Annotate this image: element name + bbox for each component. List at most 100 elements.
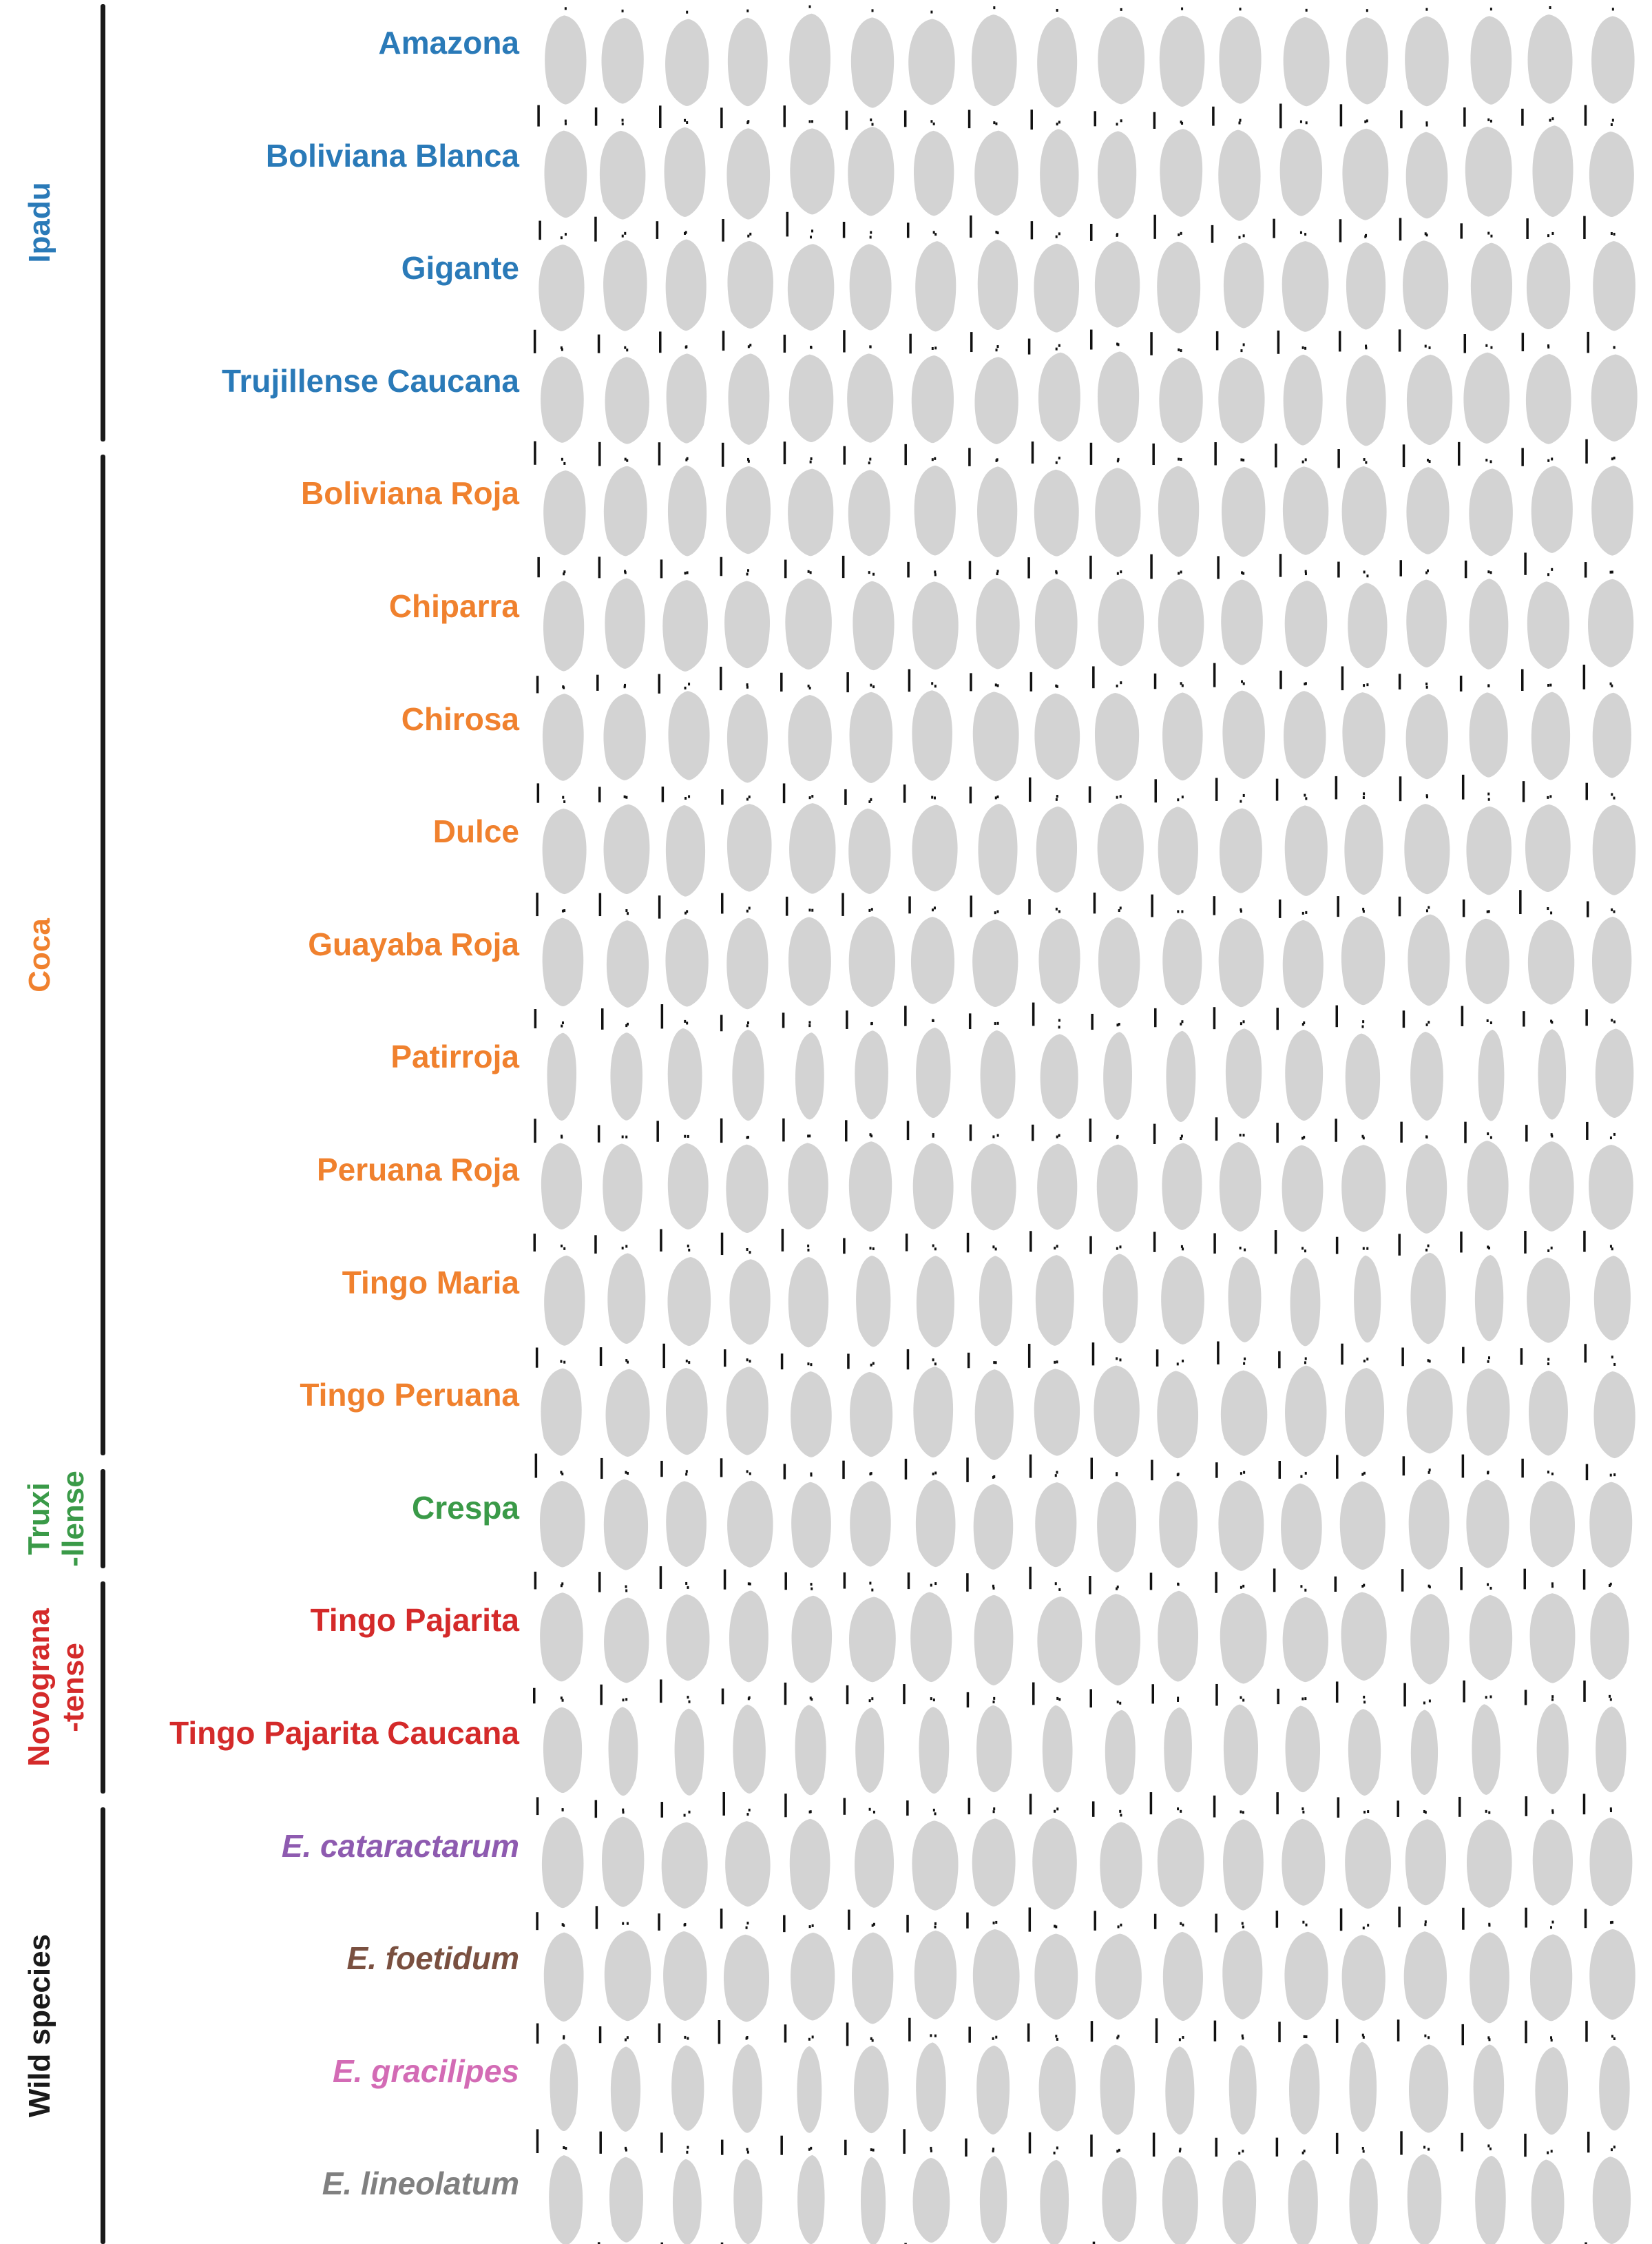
leaf-base-marker (808, 796, 811, 800)
leaf-shape (1040, 1034, 1078, 1119)
scale-bar (1462, 1907, 1465, 1930)
leaf-tip-marker (626, 1922, 629, 1925)
leaf-shape (1282, 920, 1324, 1008)
leaf-base-marker (1547, 1358, 1550, 1361)
leaf-shape (912, 2157, 950, 2243)
leaf-tip-marker (1551, 1585, 1554, 1588)
leaf-shape (1159, 357, 1203, 444)
leaf-shape (788, 917, 831, 1006)
leaf-tip-marker (1305, 1923, 1308, 1926)
leaf-base-marker (1362, 2035, 1365, 2039)
leaf-shape (979, 2156, 1007, 2243)
scale-bar (533, 329, 536, 353)
leaf-tip-marker (1488, 1924, 1491, 1927)
leaf-shape (1035, 1255, 1074, 1346)
scale-bar (594, 1800, 598, 1818)
leaf-shape (727, 1480, 773, 1568)
leaf-tip-marker (687, 2037, 689, 2040)
leaf-base-marker (1302, 1920, 1305, 1924)
leaf-tip-marker (1303, 2035, 1306, 2038)
leaf-tip-marker (1428, 346, 1431, 349)
scale-bar (1153, 1232, 1156, 1252)
leaf-shape (726, 466, 771, 554)
leaf-base-marker (627, 1472, 629, 1475)
leaf-shape (788, 1256, 829, 1348)
leaf-base-marker (807, 1362, 810, 1366)
leaf-shape (541, 1368, 582, 1456)
leaf-tip-marker (996, 458, 998, 461)
leaf-shape (1589, 1482, 1633, 1568)
leaf-tip-marker (1304, 458, 1307, 461)
leaf-shape (1223, 242, 1264, 329)
scale-bar (844, 2139, 847, 2156)
leaf-tip-marker (745, 1926, 748, 1929)
scale-bar (1526, 218, 1529, 239)
leaf-base-marker (1058, 1134, 1060, 1137)
leaf-shape (1531, 692, 1571, 780)
leaf-tip-marker (1118, 2148, 1120, 2152)
leaf-tip-marker (1428, 1360, 1431, 1363)
leaf-base-marker (564, 119, 567, 123)
leaf-shape (732, 2044, 762, 2133)
scale-bar (594, 216, 597, 242)
leaf-base-marker (1177, 910, 1180, 913)
leaf-tip-marker (869, 1133, 872, 1136)
leaf-tip-marker (1304, 683, 1306, 686)
leaf-shape (608, 1707, 638, 1796)
leaf-shape (972, 1818, 1016, 1907)
leaf-shape (1405, 16, 1449, 107)
leaf-base-marker (807, 685, 810, 688)
leaf-base-marker (1055, 347, 1058, 351)
leaf-tip-marker (1304, 1588, 1307, 1592)
leaf-shape (1095, 1933, 1142, 2020)
leaf-shape (916, 1256, 954, 1348)
leaf-base-marker (992, 2150, 994, 2153)
scale-bar (1214, 442, 1217, 466)
leaf-shape (910, 1592, 952, 1683)
scale-bar (1585, 1009, 1588, 1026)
leaf-tip-marker (1240, 1696, 1242, 1699)
row-label: E. lineolatum (322, 2165, 519, 2202)
leaf-shape (1529, 1934, 1573, 2022)
leaf-base-marker (1366, 119, 1368, 123)
leaf-shape (604, 1930, 651, 2022)
leaf-tip-marker (1299, 120, 1302, 123)
scale-bar (534, 1571, 537, 1590)
leaf-shape (726, 1144, 769, 1234)
scale-bar (533, 1234, 536, 1252)
scale-bar (904, 1458, 908, 1480)
leaf-shape (1469, 579, 1509, 669)
leaf-shape (1475, 2155, 1506, 2244)
leaf-tip-marker (1613, 2037, 1616, 2040)
scale-bar (1460, 1232, 1463, 1253)
leaf-tip-marker (562, 685, 565, 689)
leaf-shape (1599, 2045, 1630, 2131)
scale-bar (1519, 890, 1522, 915)
scale-bar (1582, 1794, 1586, 1815)
leaf-tip-marker (1609, 1584, 1611, 1588)
leaf-shape (789, 13, 830, 105)
leaf-tip-marker (746, 2150, 749, 2154)
leaf-tip-marker (1611, 1247, 1613, 1251)
leaf-base-marker (1305, 911, 1308, 914)
leaf-shape (1159, 15, 1205, 107)
scale-bar (720, 2139, 724, 2155)
leaf-base-marker (930, 1697, 932, 1701)
leaf-tip-marker (811, 1587, 813, 1590)
leaf-tip-marker (1119, 1701, 1122, 1705)
leaf-base-marker (1611, 1019, 1613, 1022)
scale-bar (596, 674, 599, 691)
leaf-base-marker (747, 1136, 750, 1139)
leaf-base-marker (749, 1582, 751, 1586)
leaf-shape (1591, 354, 1638, 441)
scale-bar (1335, 776, 1338, 800)
leaf-tip-marker (1610, 123, 1613, 126)
scale-bar (1583, 1680, 1586, 1702)
leaf-tip-marker (932, 1134, 934, 1138)
leaf-shape (1345, 1818, 1392, 1909)
scale-bar (847, 1353, 850, 1369)
leaf-tip-marker (563, 461, 566, 465)
leaf-tip-marker (1424, 232, 1427, 236)
leaf-shape (908, 19, 955, 105)
